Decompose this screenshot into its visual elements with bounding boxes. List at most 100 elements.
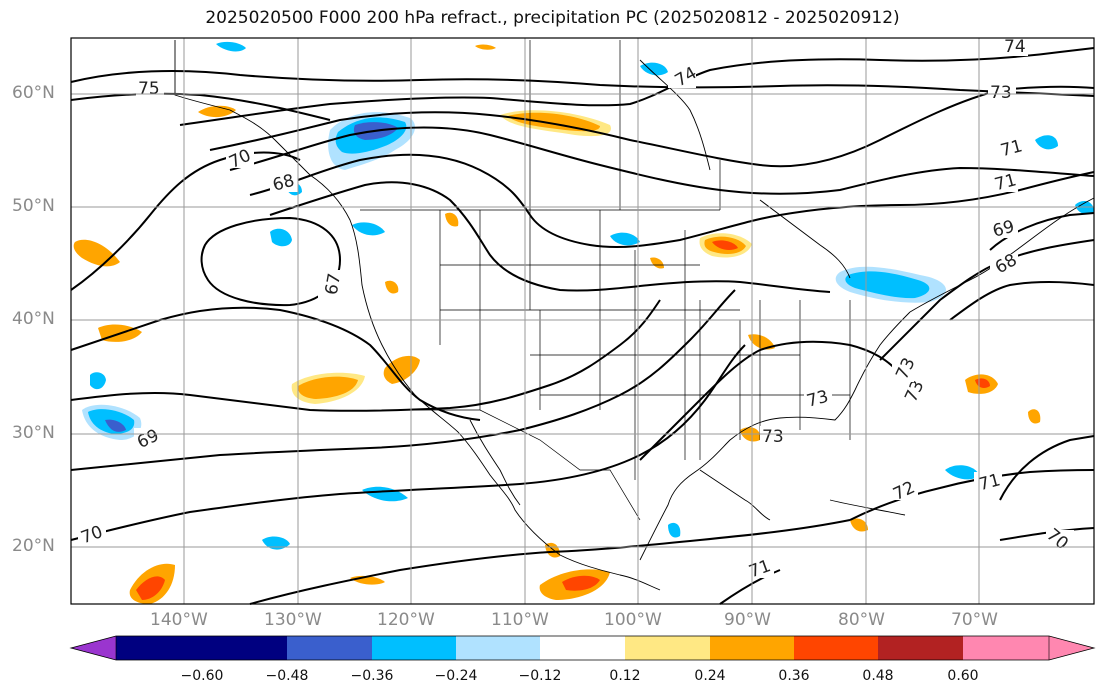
contour-71	[249, 153, 1095, 249]
lat-label-20n: 20°N	[12, 536, 55, 556]
precip-neg-small-4	[1035, 135, 1058, 150]
colorbar-tick-label: 0.24	[694, 668, 726, 684]
hudson-bay	[639, 59, 711, 171]
baja-peninsula	[469, 419, 521, 506]
precip-pos-lakes-core	[712, 240, 738, 250]
precip-neg-small-8	[945, 465, 980, 480]
contour-73b	[639, 340, 901, 461]
contour-70b	[70, 289, 736, 471]
contour-labels: 75 74 74 73 71 71 70 68 67 69 69 68 73 7…	[78, 36, 1074, 582]
precip-neg-small-6	[362, 486, 408, 502]
precip-neg-small-10	[352, 222, 385, 236]
lat-label-60n: 60°N	[12, 83, 55, 103]
gulf-coast	[639, 311, 911, 561]
precip-pos-canada-core	[508, 112, 600, 132]
precip-pos-small-4	[650, 257, 664, 269]
colorbar-seg	[456, 636, 540, 660]
contour-72	[229, 126, 1095, 195]
precip-neg-small-1	[270, 228, 292, 247]
colorbar-seg	[287, 636, 372, 660]
precip-pos-atlantic-2	[1028, 409, 1041, 424]
contour-72b	[249, 519, 851, 605]
state-grid	[439, 210, 851, 480]
contour-68	[70, 306, 481, 421]
precip-pos-caribbean	[850, 518, 868, 532]
lon-label-120w: 120°W	[377, 610, 435, 630]
lat-label-50n: 50°N	[12, 196, 55, 216]
colorbar-tick-label: −0.48	[265, 668, 309, 684]
colorbar-tick-label: 0.36	[778, 668, 810, 684]
yucatan	[699, 469, 771, 521]
colorbar-tick-label: 0.12	[609, 668, 641, 684]
refractivity-contours	[70, 47, 1095, 605]
state-borders	[360, 40, 851, 521]
lon-label-70w: 70°W	[951, 610, 998, 630]
precip-neg-pacific-core	[105, 419, 126, 432]
lat-label-40n: 40°N	[12, 309, 55, 329]
gridlines	[71, 38, 1094, 604]
precip-pos-small-3	[445, 212, 459, 227]
colorbar-high-arrow	[1049, 636, 1094, 660]
great-lakes-coast	[759, 199, 851, 279]
precip-neg-small-7	[262, 536, 290, 550]
contour-69b	[949, 280, 1095, 321]
colorbar-seg	[625, 636, 710, 660]
contour-label: 73	[990, 83, 1012, 103]
contour-71b	[70, 344, 746, 541]
colorbar-tick-label: −0.36	[350, 668, 394, 684]
colorbar-seg	[202, 636, 287, 660]
contour-71d	[719, 569, 781, 605]
contour-label: 67	[322, 272, 345, 297]
plot-frame	[70, 37, 1095, 605]
colorbar-seg	[540, 636, 625, 660]
contour-label: 74	[1004, 37, 1026, 57]
contour-74	[179, 47, 1095, 126]
contour-71e	[999, 435, 1095, 501]
contour-70c	[989, 212, 1095, 251]
precip-pos-small-1	[475, 44, 496, 50]
lon-label-110w: 110°W	[491, 610, 549, 630]
lon-label-100w: 100°W	[604, 610, 662, 630]
colorbar-seg	[372, 636, 456, 660]
precip-neg-small-3	[640, 62, 668, 76]
contour-label: 75	[138, 79, 160, 99]
colorbar-tick-label: 0.48	[862, 668, 894, 684]
colorbar-low-arrow	[71, 636, 116, 660]
contour-73	[209, 85, 1095, 168]
colorbar	[69, 635, 1096, 661]
contour-69	[70, 299, 661, 412]
precip-pos-alaska	[198, 105, 236, 118]
colorbar-seg	[794, 636, 878, 660]
precip-pos-ohio	[748, 334, 775, 350]
precip-neg-small-2	[216, 41, 246, 52]
province-borders	[529, 40, 721, 210]
colorbar-seg	[878, 636, 963, 660]
colorbar-seg	[116, 636, 202, 660]
precip-neg-pac-small	[90, 372, 106, 390]
colorbar-tick-label: −0.60	[180, 668, 224, 684]
lon-label-80w: 80°W	[838, 610, 885, 630]
contour-75	[70, 69, 1095, 97]
pacific-coast	[174, 40, 661, 591]
colorbar-tick-label: −0.24	[434, 668, 478, 684]
precip-pos-pac-south-core	[136, 576, 165, 600]
colorbar-seg	[963, 636, 1049, 660]
us-mexico-border	[405, 409, 641, 521]
contour-74a	[70, 92, 331, 121]
lon-label-90w: 90°W	[724, 610, 771, 630]
precip-neg-small-12	[668, 522, 681, 538]
colorbar-tick-label: 0.60	[947, 668, 979, 684]
colorbar-seg	[710, 636, 794, 660]
contour-label: 73	[762, 427, 784, 447]
lat-label-30n: 30°N	[12, 423, 55, 443]
lon-label-140w: 140°W	[150, 610, 208, 630]
precip-neg-small-5	[610, 232, 640, 246]
precip-pos-mexico-core	[562, 575, 600, 591]
contour-69-west	[70, 151, 301, 291]
precip-pos-baja-core	[297, 376, 358, 399]
precip-pos-small-2	[385, 280, 399, 294]
contour-70	[269, 181, 831, 293]
map-title: 2025020500 F000 200 hPa refract., precip…	[205, 8, 900, 28]
contour-68b	[879, 239, 1095, 361]
